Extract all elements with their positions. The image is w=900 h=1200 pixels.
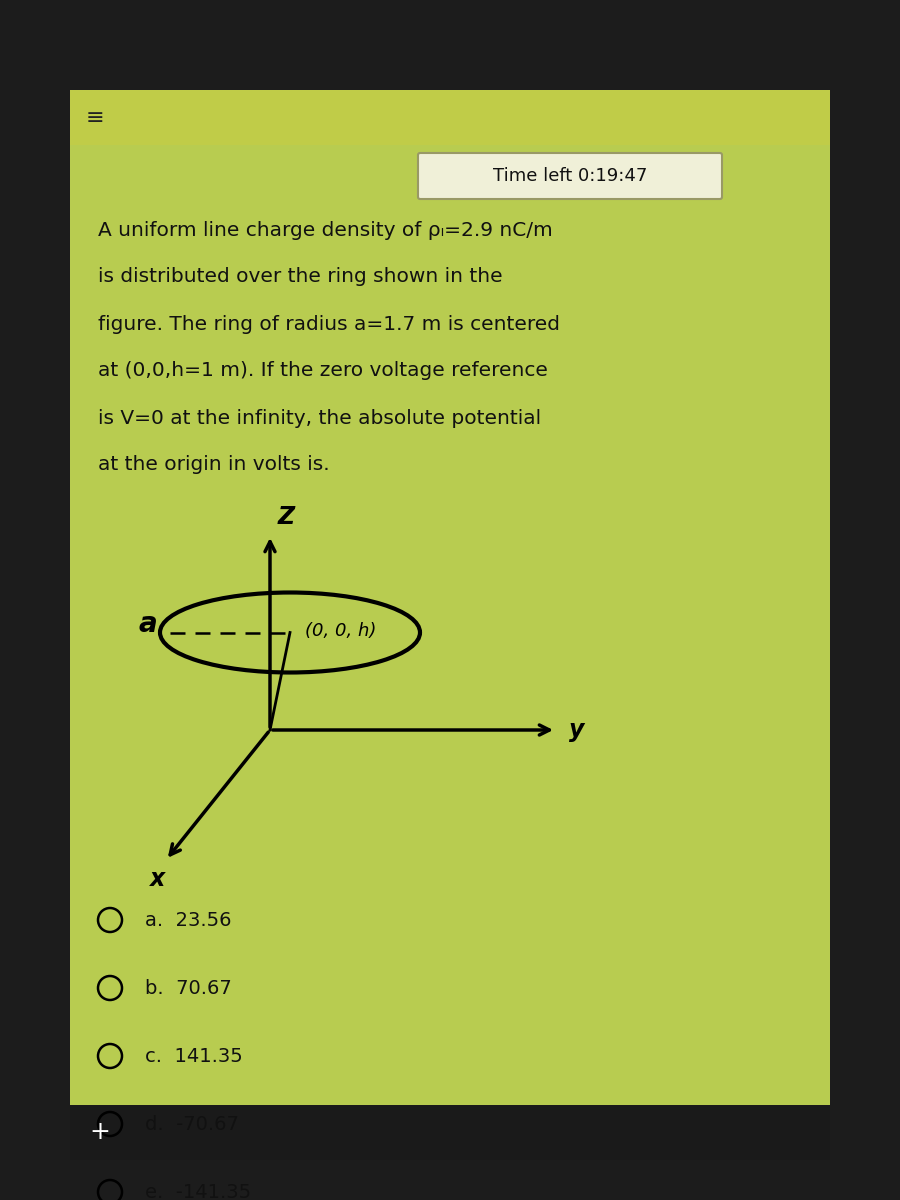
Bar [70, 90, 830, 1160]
Bar [830, 0, 900, 1200]
Text: b.  70.67: b. 70.67 [145, 978, 232, 997]
Text: a: a [139, 611, 158, 638]
Text: ≡: ≡ [86, 108, 104, 128]
Text: A uniform line charge density of ρₗ=2.9 nC/m: A uniform line charge density of ρₗ=2.9 … [98, 221, 553, 240]
Text: Time left 0:19:47: Time left 0:19:47 [493, 167, 647, 185]
Text: Z: Z [278, 504, 295, 528]
Text: y: y [569, 718, 584, 742]
Text: at the origin in volts is.: at the origin in volts is. [98, 456, 329, 474]
Text: c.  141.35: c. 141.35 [145, 1046, 243, 1066]
Bar [70, 1105, 830, 1160]
FancyBboxPatch shape [418, 152, 722, 199]
Text: d.  -70.67: d. -70.67 [145, 1115, 238, 1134]
Text: figure. The ring of radius a=1.7 m is centered: figure. The ring of radius a=1.7 m is ce… [98, 314, 560, 334]
Bar [70, 90, 830, 145]
Text: +: + [90, 1120, 111, 1144]
Text: e.  -141.35: e. -141.35 [145, 1182, 251, 1200]
Text: is V=0 at the infinity, the absolute potential: is V=0 at the infinity, the absolute pot… [98, 408, 541, 427]
Text: is distributed over the ring shown in the: is distributed over the ring shown in th… [98, 268, 502, 287]
Bar [0, 0, 70, 1200]
Text: a.  23.56: a. 23.56 [145, 911, 231, 930]
Text: (0, 0, h): (0, 0, h) [305, 622, 376, 640]
Text: x: x [150, 866, 166, 890]
Text: at (0,0,h=1 m). If the zero voltage reference: at (0,0,h=1 m). If the zero voltage refe… [98, 361, 548, 380]
